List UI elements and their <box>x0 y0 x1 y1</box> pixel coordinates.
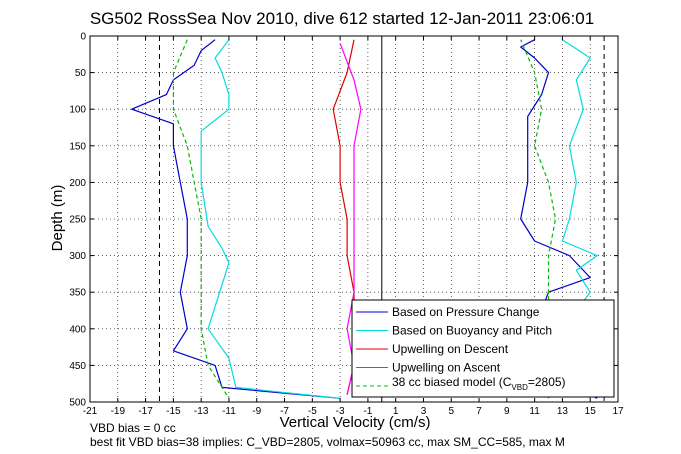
x-tick-label: -13 <box>194 406 209 417</box>
x-tick-label: 1 <box>393 406 399 417</box>
y-tick-label: 250 <box>69 215 86 226</box>
x-tick-label: -17 <box>138 406 153 417</box>
series-upwelling-on-ascent-ascent <box>339 43 362 395</box>
x-tick-label: -21 <box>83 406 98 417</box>
x-tick-label: -11 <box>222 406 236 417</box>
legend: Based on Pressure Change Based on Buoyanc… <box>351 299 615 398</box>
y-tick-label: 100 <box>69 105 86 116</box>
legend-box <box>351 299 615 398</box>
series-38-cc-biased-model-c-vbd-2805-descent <box>172 39 230 399</box>
y-tick-label: 450 <box>69 361 86 372</box>
y-tick-label: 150 <box>69 141 86 152</box>
legend-label: Based on Pressure Change <box>392 305 540 319</box>
chart-title: SG502 RossSea Nov 2010, dive 612 started… <box>90 9 594 28</box>
x-tick-label: -3 <box>336 406 345 417</box>
y-tick-label: 350 <box>69 288 86 299</box>
legend-label: Upwelling on Ascent <box>392 361 501 375</box>
x-tick-label: -9 <box>252 406 261 417</box>
x-tick-label: 11 <box>529 406 540 417</box>
y-tick-label: 400 <box>69 324 86 335</box>
x-tick-label: 15 <box>585 406 597 417</box>
x-tick-label: 5 <box>448 406 454 417</box>
x-axis-label: Vertical Velocity (cm/s) <box>280 414 431 431</box>
x-tick-label: 17 <box>612 406 624 417</box>
x-tick-label: -19 <box>111 406 126 417</box>
x-ticks: -21 -19 -17 -15 -13 -11 -9 -7 -5 -3 -1 1 3 5 7 9 11 13 15 1… <box>83 36 624 417</box>
y-ticks: 0 50 100 150 200 250 300 350 400 450 500 <box>69 32 618 409</box>
x-tick-label: 7 <box>476 406 482 417</box>
y-tick-label: 50 <box>75 68 87 79</box>
x-tick-label: -1 <box>363 406 372 417</box>
footer-line-2: best fit VBD bias=38 implies: C_VBD=2805… <box>90 435 565 449</box>
x-tick-label: 9 <box>504 406 510 417</box>
x-tick-label: -7 <box>280 406 289 417</box>
y-tick-label: 0 <box>80 32 86 43</box>
x-tick-label: -15 <box>166 406 181 417</box>
legend-label-model: 38 cc biased model (CVBD=2805) <box>392 375 566 392</box>
legend-label: Based on Buoyancy and Pitch <box>392 324 552 338</box>
x-tick-label: 13 <box>557 406 569 417</box>
y-tick-label: 200 <box>69 178 86 189</box>
y-tick-label: 500 <box>69 398 86 409</box>
y-axis-label: Depth (m) <box>49 185 66 252</box>
series-based-on-buoyancy-and-pitch-descent <box>200 39 341 399</box>
legend-label: Upwelling on Descent <box>392 342 509 356</box>
footer-line-1: VBD bias = 0 cc <box>90 421 176 435</box>
x-tick-label: 3 <box>421 406 427 417</box>
series-based-on-pressure-change-descent <box>131 39 341 399</box>
y-tick-label: 300 <box>69 251 86 262</box>
x-tick-label: -5 <box>308 406 317 417</box>
